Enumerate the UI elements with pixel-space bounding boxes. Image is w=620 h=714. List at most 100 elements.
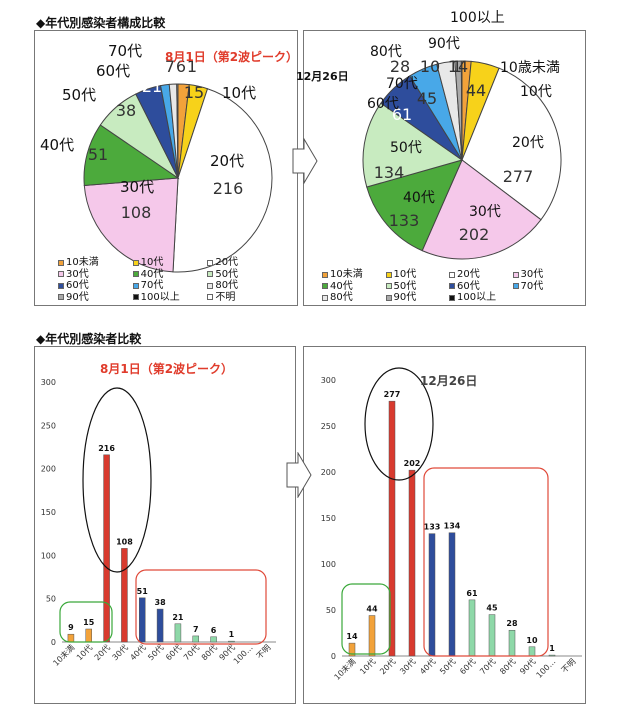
bar-2 [388,400,396,657]
legend-label: 50代 [215,268,239,280]
legend-label: 10代 [140,257,164,268]
legend-label: 40代 [330,280,353,292]
legend-item: 10未満 [58,257,129,269]
pie-age-label: 10代 [520,84,552,100]
highlight-outline [341,583,391,655]
bar-value-label: 1 [229,630,235,639]
pie-age-label: 100以上 [450,10,505,26]
pie-value-label: 277 [503,167,534,186]
legend-item: 10代 [132,257,204,269]
pie-aug-title: 8月1日（第2波ピーク） [165,50,299,64]
legend-item: 100以上 [132,291,204,304]
highlight-outline [59,601,113,643]
bar-2 [103,454,110,643]
pie-slice-9 [176,83,179,179]
pie-slice-5 [362,102,464,188]
bar-value-label: 14 [346,632,358,641]
legend-item: 100以上 [449,292,509,304]
pie-value-label: 21 [142,77,162,96]
pie-value-label: 7 [165,57,175,76]
legend-label: 20代 [215,257,239,268]
bar-value-label: 44 [366,605,378,614]
bar-value-label: 7 [193,625,199,634]
legend-label: 30代 [520,269,544,280]
bar-3 [408,469,416,657]
bar-7 [488,614,496,657]
bar-value-label: 202 [404,459,421,468]
bar-value-label: 277 [384,390,401,399]
legend-swatch [385,283,392,290]
bar-3 [121,548,128,643]
legend-item: 80代 [322,292,382,304]
legend-item: 10代 [385,269,446,281]
x-tick-label: 不明 [255,643,273,661]
legend-label: 20代 [457,269,480,280]
legend-item: 20代 [449,269,509,281]
pie-slice-3 [421,159,542,260]
bar-value-label: 6 [211,626,217,635]
pie-age-label: 40代 [40,136,74,154]
x-tick-label: 20代 [377,656,397,676]
legend-swatch [512,271,519,278]
legend-item: 90代 [58,292,129,304]
legend-swatch [449,283,455,290]
section-title-composition: ◆年代別感染者構成比較 [36,16,166,30]
y-tick-label: 50 [326,606,336,615]
bar-6 [174,623,182,643]
pie-value-label: 1 [452,57,462,76]
y-tick-label: 0 [51,638,56,647]
bar-aug-title: 8月1日（第2波ピーク） [100,362,234,376]
x-tick-label: 10代 [74,642,94,662]
pie-slice-2 [172,88,273,273]
bar-value-label: 28 [506,619,518,628]
legend-swatch [132,259,139,266]
bar-5 [448,532,456,657]
bar-value-label: 61 [466,589,478,598]
legend-item: 90代 [385,292,446,304]
pie-value-label: 14 [448,57,468,76]
bar-0 [348,642,356,657]
legend-label: 100以上 [140,291,180,303]
bar-value-label: 10 [526,636,538,645]
bar-9 [528,646,536,657]
highlight-outline [82,387,152,573]
legend-item: 30代 [512,269,573,281]
pie-age-label: 70代 [386,76,418,92]
legend-item: 50代 [385,281,446,293]
y-tick-label: 150 [41,508,56,517]
bar-value-label: 45 [486,604,498,613]
pie-value-label: 216 [213,179,244,198]
x-tick-label: 70代 [477,656,497,676]
pie-value-label: 61 [392,105,412,124]
bar-7 [192,635,199,643]
legend-swatch [322,271,328,278]
arrow-right-icon [292,138,318,184]
x-tick-label: 20代 [92,642,112,662]
bar-chart-dec: 0501001502002503001410未満4410代27720代20230… [321,367,582,682]
pie-value-label: 202 [459,225,490,244]
x-tick-label: 60代 [457,656,477,676]
x-tick-label: 40代 [417,656,437,676]
pie-dec-legend: 10未満 10代 20代 30代 40代 50代 60代 70代 80代 90代 100以上 [322,269,572,304]
legend-item: 50代 [207,269,278,281]
x-tick-label: 60代 [163,642,183,662]
y-tick-label: 200 [41,465,56,474]
pie-age-label: 30代 [120,178,154,196]
bar-8 [210,636,217,643]
x-tick-label: 50代 [437,656,457,676]
legend-label: 10代 [393,269,417,280]
x-tick-label: 30代 [397,656,417,676]
pie-age-label: 70代 [108,42,142,60]
legend-swatch [132,282,139,289]
pie-age-label: 80代 [370,44,402,60]
y-tick-label: 300 [41,378,56,387]
highlight-outline [135,569,267,645]
pie-slice-3 [83,177,179,273]
pie-value-label: 15 [184,83,204,102]
x-tick-label: 40代 [128,642,148,662]
legend-swatch [207,282,214,289]
legend-item: 70代 [512,281,573,293]
x-tick-label: 100… [535,657,558,680]
highlight-outline [364,367,434,481]
